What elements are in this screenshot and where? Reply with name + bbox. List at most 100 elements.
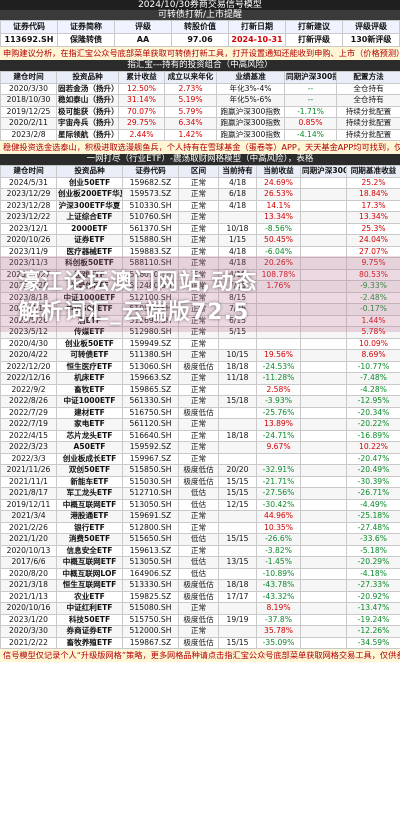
- table-cell: 17/17: [218, 590, 257, 603]
- table-cell: 11/18: [218, 372, 257, 385]
- table-row: 2023/12/28 沪深300ETF华夏 510330.SH 正常 4/18 14.1%…: [0, 199, 400, 212]
- sub-title: 可转债打新/上市提醒: [0, 10, 400, 20]
- table-cell: -1.71%: [284, 105, 337, 118]
- table-cell: 159825.SZ: [122, 590, 179, 603]
- table-cell: 1/15: [218, 234, 257, 247]
- table-cell: 511380.SH: [122, 349, 179, 362]
- table-cell: 沪深300ETF华夏: [56, 199, 123, 212]
- table-cell: 15/15: [218, 636, 257, 649]
- table-cell: --: [284, 94, 337, 107]
- label-date: 打新日期: [228, 20, 286, 34]
- table-cell: 25.3%: [346, 222, 400, 235]
- table-cell: 2021/3/4: [0, 510, 57, 523]
- table-cell: -12.26%: [346, 625, 400, 638]
- table-cell: A50ETF: [56, 441, 123, 454]
- table-cell: 正常: [178, 234, 219, 247]
- table-row: 2017/6/6 中概互联网ETF 513050.SH 低估 13/15 -1.45% -2…: [0, 556, 400, 569]
- table-row: 2022/7/29 建材ETF 516750.SH 极度低估 -25.76% -20.34…: [0, 406, 400, 419]
- table-row: 2020/4/30 创业板50ETF 159949.SZ 正常 10.09%: [0, 337, 400, 350]
- table-cell: -3.82%: [256, 544, 301, 557]
- table-row: 2020/4/22 可转债ETF 511380.SH 正常 10/15 19.56% 8.6…: [0, 349, 400, 362]
- table-cell: 正常: [178, 429, 219, 442]
- value-conv: 97.06: [171, 33, 229, 47]
- table-cell: 2021/8/17: [0, 487, 57, 500]
- table-cell: 农业ETF: [56, 590, 123, 603]
- table-cell: 2021/2/26: [0, 521, 57, 534]
- table-cell: 2.58%: [256, 383, 301, 396]
- column-header: 证券代码: [122, 165, 179, 178]
- table-cell: 512000.SH: [122, 625, 179, 638]
- table-cell: 515850.SH: [122, 464, 179, 477]
- top-title: 2024/10/30券商交易信号模型: [0, 0, 400, 10]
- table-cell: [300, 602, 347, 615]
- label-grade: 评级评级: [342, 20, 400, 34]
- table-cell: [218, 452, 257, 465]
- table-cell: [218, 337, 257, 350]
- table-row: 2023/12/29 创业板200ETF华夏 159573.SZ 正常 6/18 26.5…: [0, 188, 400, 201]
- table-cell: 24.69%: [256, 176, 301, 189]
- table-cell: 跑赢沪深300指数: [216, 117, 285, 130]
- table-cell: 跑赢沪深300指数: [216, 128, 285, 141]
- value-grade: 130新评级: [342, 33, 400, 47]
- table-cell: 2023/1/20: [0, 613, 57, 626]
- table-cell: [300, 395, 347, 408]
- table-cell: 50.45%: [256, 234, 301, 247]
- table-cell: 515030.SH: [122, 475, 179, 488]
- table-cell: 513330.SH: [122, 579, 179, 592]
- table-cell: 2020/3/30: [0, 82, 57, 95]
- table-cell: -10.77%: [346, 360, 400, 373]
- table-cell: 515650.SH: [122, 533, 179, 546]
- table-cell: -20.49%: [346, 464, 400, 477]
- table-row: 2022/4/15 芯片龙头ETF 516640.SH 正常 18/18 -24.71% -…: [0, 429, 400, 442]
- label-value: 转股价值: [171, 20, 229, 34]
- table-cell: 正常: [178, 602, 219, 615]
- table-cell: -4.49%: [346, 498, 400, 511]
- table-cell: [300, 222, 347, 235]
- table-cell: -43.32%: [256, 590, 301, 603]
- bond-header-values: 113692.SH 保隆转债 AA 97.06 2024-10-31 打新评级 …: [0, 33, 400, 47]
- table-cell: 全仓持有: [336, 94, 400, 107]
- table-cell: 515080.SH: [122, 602, 179, 615]
- table-cell: 18/18: [218, 579, 257, 592]
- table-cell: 芯片龙头ETF: [56, 429, 123, 442]
- table-cell: 家电ETF: [56, 418, 123, 431]
- table-cell: -43.78%: [256, 579, 301, 592]
- table-cell: 年化3%-4%: [216, 82, 285, 95]
- table-cell: -33.6%: [346, 533, 400, 546]
- etf-body: 2024/5/31 创业50ETF 159682.SZ 正常 4/18 24.69% 25.…: [0, 176, 400, 649]
- table-cell: -7.48%: [346, 372, 400, 385]
- table-cell: [300, 487, 347, 500]
- table-row: 2020/10/16 中证红利ETF 515080.SH 正常 8.19% -13.47%: [0, 602, 400, 615]
- column-header: 同期沪深300: [300, 165, 347, 178]
- table-row: 2022/12/16 机床ETF 159663.SZ 正常 11/18 -11.28% -7…: [0, 372, 400, 385]
- table-cell: 5.79%: [164, 105, 217, 118]
- table-cell: 极度低估: [178, 406, 219, 419]
- table-cell: 2022/3/3: [0, 452, 57, 465]
- table-cell: 18.84%: [346, 188, 400, 201]
- column-header: 建仓时间: [0, 165, 57, 178]
- table-cell: 13.34%: [346, 211, 400, 224]
- table-cell: [218, 418, 257, 431]
- table-cell: 2.44%: [118, 128, 165, 141]
- table-cell: --: [284, 82, 337, 95]
- value-name: 保隆转债: [57, 33, 115, 47]
- table-cell: 畜牧ETF: [56, 383, 123, 396]
- label-advice: 打新建议: [285, 20, 343, 34]
- table-cell: [218, 567, 257, 580]
- table-cell: -24.53%: [256, 360, 301, 373]
- table-cell: 2018/10/30: [0, 94, 57, 107]
- table-cell: [300, 556, 347, 569]
- table-cell: 中证红利ETF: [56, 602, 123, 615]
- value-date: 2024-10-31: [228, 33, 286, 47]
- table-cell: 2020/2/11: [0, 117, 57, 130]
- table-cell: 2019/12/11: [0, 498, 57, 511]
- table-cell: 512800.SH: [122, 521, 179, 534]
- table-cell: 2023/12/22: [0, 211, 57, 224]
- table-cell: [300, 349, 347, 362]
- table-cell: 券商证券ETF: [56, 625, 123, 638]
- table-cell: 44.96%: [256, 510, 301, 523]
- table-cell: 正常: [178, 510, 219, 523]
- table-cell: -32.91%: [256, 464, 301, 477]
- table-cell: -20.34%: [346, 406, 400, 419]
- table-cell: [218, 510, 257, 523]
